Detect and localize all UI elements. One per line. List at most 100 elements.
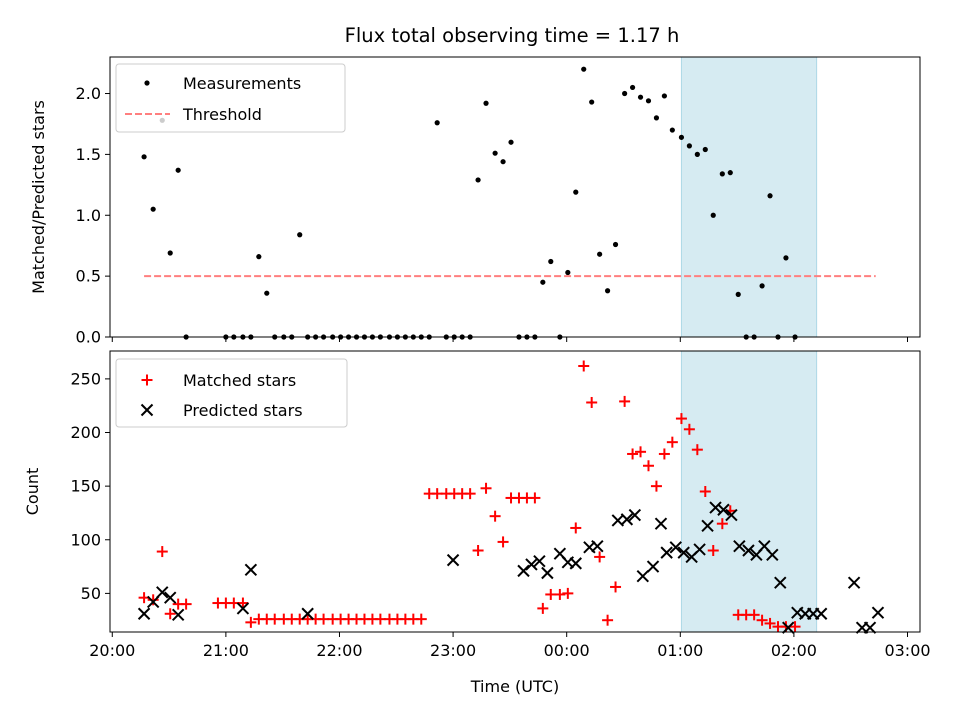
predicted-point-8-b <box>446 553 460 567</box>
measurement-point-39 <box>492 150 498 156</box>
predicted-point-46 <box>863 621 877 634</box>
measurement-point-15 <box>297 232 303 238</box>
matched-point-2 <box>156 546 168 558</box>
predicted-point-25-b <box>669 541 682 554</box>
predicted-point-0 <box>137 607 151 620</box>
matched-point-74 <box>764 617 776 629</box>
predicted-point-47 <box>871 606 885 619</box>
matched-point-64 <box>683 423 695 435</box>
matched-point-55 <box>610 581 622 593</box>
measurement-point-49 <box>573 189 579 195</box>
predicted-point-2 <box>156 586 169 599</box>
predicted-point-43-b <box>814 607 828 620</box>
chart-title: Flux total observing time = 1.17 h <box>345 24 680 47</box>
matched-point-3 <box>164 608 176 620</box>
predicted-point-33 <box>733 539 746 553</box>
measurement-point-56 <box>629 84 636 91</box>
matched-point-38 <box>472 544 484 556</box>
predicted-point-34 <box>742 544 755 557</box>
predicted-point-44 <box>847 576 861 589</box>
x-tick-label-4: 00:00 <box>544 641 590 660</box>
x-tick-label-2: 22:00 <box>316 641 362 660</box>
predicted-point-37-b <box>766 548 779 561</box>
measurement-point-54 <box>612 241 619 248</box>
matched-point-45 <box>529 492 541 504</box>
legend-measurements-marker <box>144 80 150 86</box>
measurement-point-32 <box>434 120 440 126</box>
measurement-point-37 <box>475 177 481 183</box>
matched-point-57 <box>627 448 639 460</box>
measurement-point-57 <box>637 94 644 100</box>
predicted-point-19-b <box>620 513 634 526</box>
predicted-point-30 <box>709 501 722 514</box>
predicted-point-23 <box>654 517 668 530</box>
matched-point-56 <box>619 395 631 407</box>
predicted-point-32-b <box>725 508 738 522</box>
measurement-point-62 <box>678 134 685 140</box>
predicted-point-9 <box>517 564 530 578</box>
legend-matched-marker <box>141 374 153 386</box>
predicted-point-4-b <box>171 608 185 622</box>
predicted-point-22 <box>646 560 660 573</box>
bot-y-tick-label-2: 150 <box>70 477 101 496</box>
predicted-point-6 <box>244 563 258 577</box>
matched-point-10 <box>245 616 257 628</box>
matched-point-67 <box>707 544 719 556</box>
measurement-point-51 <box>589 99 595 105</box>
measurement-point-53 <box>604 288 611 294</box>
top-legend: Measurements Threshold <box>115 63 346 133</box>
measurement-point-1 <box>150 206 156 212</box>
top-y-tick-label-0: 0.0 <box>76 328 101 347</box>
predicted-point-34-b <box>742 544 755 557</box>
measurement-point-4 <box>175 167 181 173</box>
matched-point-46 <box>537 602 549 614</box>
matched-point-61 <box>658 448 670 460</box>
predicted-point-2-b <box>156 586 169 599</box>
measurement-point-45 <box>540 279 546 285</box>
top-legend-box <box>115 63 346 133</box>
measurement-point-10 <box>256 254 262 260</box>
predicted-point-8 <box>446 553 460 567</box>
bot-y-tick-label-0: 50 <box>81 584 101 603</box>
measurement-point-46 <box>548 258 554 265</box>
predicted-point-38-b <box>774 576 787 589</box>
predicted-point-26 <box>677 546 690 559</box>
measurement-point-55 <box>622 90 628 97</box>
predicted-point-38 <box>774 576 787 589</box>
measurement-point-40 <box>500 159 506 165</box>
matched-point-58 <box>635 446 647 458</box>
measurement-point-58 <box>645 98 652 104</box>
measurement-point-11 <box>264 290 270 296</box>
predicted-point-28 <box>693 543 706 556</box>
matched-point-48 <box>554 588 566 600</box>
predicted-point-7-b <box>301 607 314 620</box>
predicted-point-7 <box>301 607 314 620</box>
predicted-point-3 <box>164 591 177 604</box>
matched-point-40 <box>489 510 501 522</box>
predicted-point-9-b <box>517 564 530 578</box>
predicted-point-18-b <box>611 514 625 527</box>
x-tick-label-6: 02:00 <box>771 641 817 660</box>
x-axis-label: Time (UTC) <box>470 677 559 696</box>
measurement-point-72 <box>759 283 765 289</box>
predicted-point-26-b <box>677 546 690 559</box>
predicted-point-21-b <box>636 570 650 583</box>
predicted-point-13-b <box>553 547 567 560</box>
measurement-point-75 <box>783 255 789 261</box>
x-tick-label-1: 21:00 <box>203 641 249 660</box>
measurement-point-52 <box>597 251 603 257</box>
matched-point-5 <box>180 598 192 610</box>
legend-predicted-marker <box>140 403 154 417</box>
predicted-point-46-b <box>863 621 877 634</box>
x-tick-label-7: 03:00 <box>884 641 930 660</box>
predicted-point-29-b <box>701 519 714 533</box>
matched-point-31 <box>415 613 427 625</box>
matched-point-1 <box>147 594 159 606</box>
measurement-point-65 <box>702 146 708 153</box>
predicted-point-39-b <box>782 621 795 634</box>
measurement-point-59 <box>653 115 660 121</box>
legend-matched-plus <box>141 374 153 386</box>
measurement-point-3 <box>167 250 173 256</box>
measurement-point-50 <box>581 66 587 72</box>
